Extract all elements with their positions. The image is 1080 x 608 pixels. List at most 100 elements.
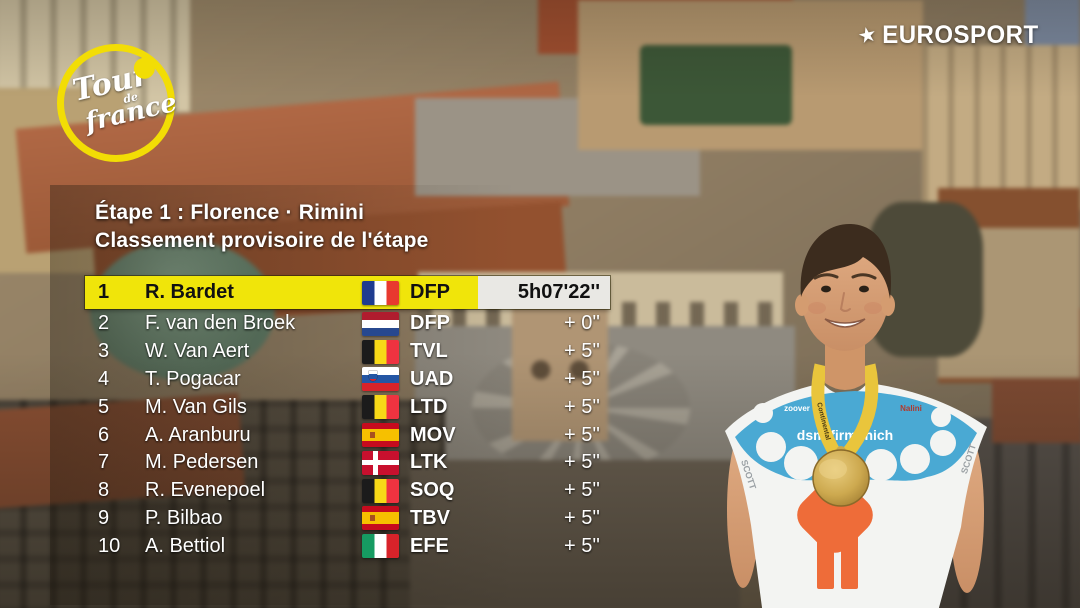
country-flag bbox=[362, 534, 410, 559]
country-flag bbox=[362, 478, 410, 503]
rank-cell: 7 bbox=[98, 451, 110, 474]
rank-cell: 6 bbox=[98, 423, 110, 446]
country-flag bbox=[362, 395, 410, 420]
eye-left bbox=[821, 285, 831, 293]
rider-name-cell: M. Van Gils bbox=[145, 395, 247, 418]
team-code-cell: TVL bbox=[410, 340, 448, 363]
eurosport-logo: ★ EUROSPORT bbox=[856, 21, 1042, 50]
nose bbox=[839, 292, 851, 312]
table-row: 7 M. Pedersen LTK + 5'' bbox=[85, 449, 610, 477]
eyebrow-right bbox=[851, 273, 877, 280]
standings-table: 1 R. Bardet DFP 5h07'22'' 2 F. van den B… bbox=[85, 276, 610, 560]
time-cell: + 5'' bbox=[564, 367, 600, 390]
rider-name-cell: F. van den Broek bbox=[145, 312, 296, 335]
medal-ribbon-right bbox=[840, 363, 879, 460]
eurosport-wordmark: EUROSPORT bbox=[882, 21, 1039, 49]
rank-cell: 4 bbox=[98, 367, 110, 390]
rank-cell: 3 bbox=[98, 340, 110, 363]
time-cell: + 5'' bbox=[564, 451, 600, 474]
jersey-sponsor-right: Nalini bbox=[900, 404, 922, 413]
flag-icon bbox=[362, 395, 399, 420]
rider-name-cell: W. Van Aert bbox=[145, 340, 250, 363]
time-cell: + 5'' bbox=[564, 395, 600, 418]
country-flag bbox=[362, 450, 410, 475]
neck bbox=[825, 343, 865, 390]
team-code-cell: EFE bbox=[410, 534, 449, 557]
medal-ribbon-left bbox=[811, 363, 842, 459]
flag-icon bbox=[362, 367, 399, 392]
rider-name-cell: P. Bilbao bbox=[145, 506, 223, 529]
team-code-cell: UAD bbox=[410, 367, 454, 390]
rider-name-cell: A. Aranburu bbox=[145, 423, 251, 446]
country-flag bbox=[362, 339, 410, 364]
time-cell: + 5'' bbox=[564, 534, 600, 557]
cheek-left bbox=[808, 302, 826, 314]
rider-name-cell: A. Bettiol bbox=[145, 534, 226, 557]
country-flag bbox=[362, 280, 410, 305]
flag-icon bbox=[362, 339, 399, 364]
flag-icon bbox=[362, 506, 399, 531]
time-cell: + 5'' bbox=[564, 423, 600, 446]
table-row: 1 R. Bardet DFP 5h07'22'' bbox=[85, 276, 610, 309]
table-row: 5 M. Van Gils LTD + 5'' bbox=[85, 393, 610, 421]
country-flag bbox=[362, 506, 410, 531]
stage-title: Étape 1 : Florence · Rimini bbox=[95, 201, 365, 224]
time-cell: + 5'' bbox=[564, 479, 600, 502]
jersey-bar-left bbox=[817, 533, 834, 589]
table-row: 10 A. Bettiol EFE + 5'' bbox=[85, 532, 610, 560]
time-cell: + 0'' bbox=[564, 312, 600, 335]
team-code-cell: SOQ bbox=[410, 479, 455, 502]
flag-icon bbox=[362, 478, 399, 503]
table-shade bbox=[50, 185, 670, 605]
rank-cell: 8 bbox=[98, 479, 110, 502]
country-flag bbox=[362, 367, 410, 392]
team-code-cell: DFP bbox=[410, 312, 450, 335]
ear-left bbox=[795, 294, 809, 316]
team-code-cell: LTK bbox=[410, 451, 448, 474]
flag-icon bbox=[362, 280, 399, 305]
smile bbox=[824, 318, 866, 328]
tour-de-france-logo: Tour de france bbox=[57, 44, 180, 162]
eurosport-star-icon: ★ bbox=[856, 22, 880, 49]
rank-cell: 9 bbox=[98, 506, 110, 529]
graphic-header: Étape 1 : Florence · Rimini Classement p… bbox=[95, 199, 429, 255]
rank-cell: 2 bbox=[98, 312, 110, 335]
rank-cell: 1 bbox=[98, 281, 110, 303]
jersey-team-text: dsm-firmenich bbox=[797, 427, 893, 443]
rank-cell: 5 bbox=[98, 395, 110, 418]
team-code-cell: DFP bbox=[410, 281, 450, 303]
eyebrow-left bbox=[813, 273, 839, 280]
country-flag bbox=[362, 423, 410, 448]
rider-name-cell: R. Bardet bbox=[145, 281, 234, 303]
standings-rows: 1 R. Bardet DFP 5h07'22'' 2 F. van den B… bbox=[85, 276, 610, 560]
team-code-cell: LTD bbox=[410, 395, 448, 418]
rider-name-cell: T. Pogacar bbox=[145, 367, 241, 390]
hair bbox=[800, 223, 891, 299]
rider-name-cell: R. Evenepoel bbox=[145, 479, 266, 502]
table-row: 9 P. Bilbao TBV + 5'' bbox=[85, 505, 610, 533]
cyclist-photo: dsm-firmenich zoover Nalini SCOTT SCOTT … bbox=[725, 223, 987, 608]
flag-icon bbox=[362, 450, 399, 475]
classification-title: Classement provisoire de l'étape bbox=[95, 229, 429, 252]
cheek-right bbox=[864, 302, 882, 314]
medal-highlight bbox=[819, 459, 847, 479]
table-row: 3 W. Van Aert TVL + 5'' bbox=[85, 338, 610, 366]
jersey-bar-right bbox=[841, 533, 858, 589]
ear-right bbox=[881, 294, 895, 316]
rank-cell: 10 bbox=[98, 534, 121, 557]
table-row: 4 T. Pogacar UAD + 5'' bbox=[85, 366, 610, 394]
time-cell: 5h07'22'' bbox=[517, 281, 600, 303]
jersey-sponsor-left: zoover bbox=[784, 404, 810, 413]
time-cell: + 5'' bbox=[564, 340, 600, 363]
eye-right bbox=[859, 285, 869, 293]
rider-name-cell: M. Pedersen bbox=[145, 451, 259, 474]
time-cell: + 5'' bbox=[564, 506, 600, 529]
table-row: 8 R. Evenepoel SOQ + 5'' bbox=[85, 477, 610, 505]
table-row: 2 F. van den Broek DFP + 0'' bbox=[85, 310, 610, 338]
flag-icon bbox=[362, 423, 399, 448]
gold-medal bbox=[812, 449, 870, 507]
flag-icon bbox=[362, 534, 399, 559]
flag-icon bbox=[362, 311, 399, 336]
